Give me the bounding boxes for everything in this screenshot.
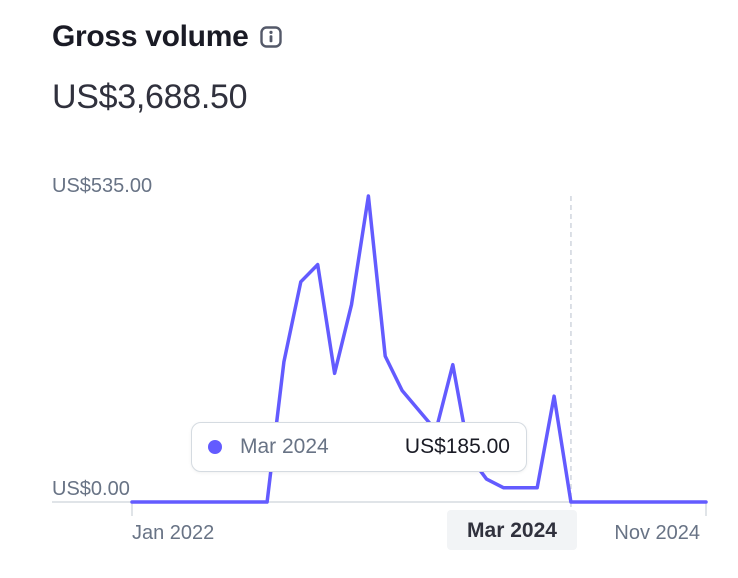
chart-header: Gross volume xyxy=(52,20,283,54)
y-tick-label-max: US$535.00 xyxy=(52,175,152,197)
y-tick-label-zero: US$0.00 xyxy=(52,478,130,500)
chart-title: Gross volume xyxy=(52,20,249,53)
series-color-dot xyxy=(208,440,222,454)
x-tick-label-end: Nov 2024 xyxy=(614,522,700,544)
x-tick-highlight-background xyxy=(447,510,577,550)
total-amount: US$3,688.50 xyxy=(52,78,248,116)
tooltip-date: Mar 2024 xyxy=(240,435,329,458)
x-tick-label-start: Jan 2022 xyxy=(132,522,214,544)
info-icon[interactable] xyxy=(260,26,283,48)
x-tick-label-highlighted: Mar 2024 xyxy=(467,519,557,542)
gross-volume-series-line[interactable] xyxy=(130,194,708,504)
hover-tooltip: Mar 2024 US$185.00 xyxy=(191,422,527,472)
tooltip-value: US$185.00 xyxy=(404,435,510,458)
